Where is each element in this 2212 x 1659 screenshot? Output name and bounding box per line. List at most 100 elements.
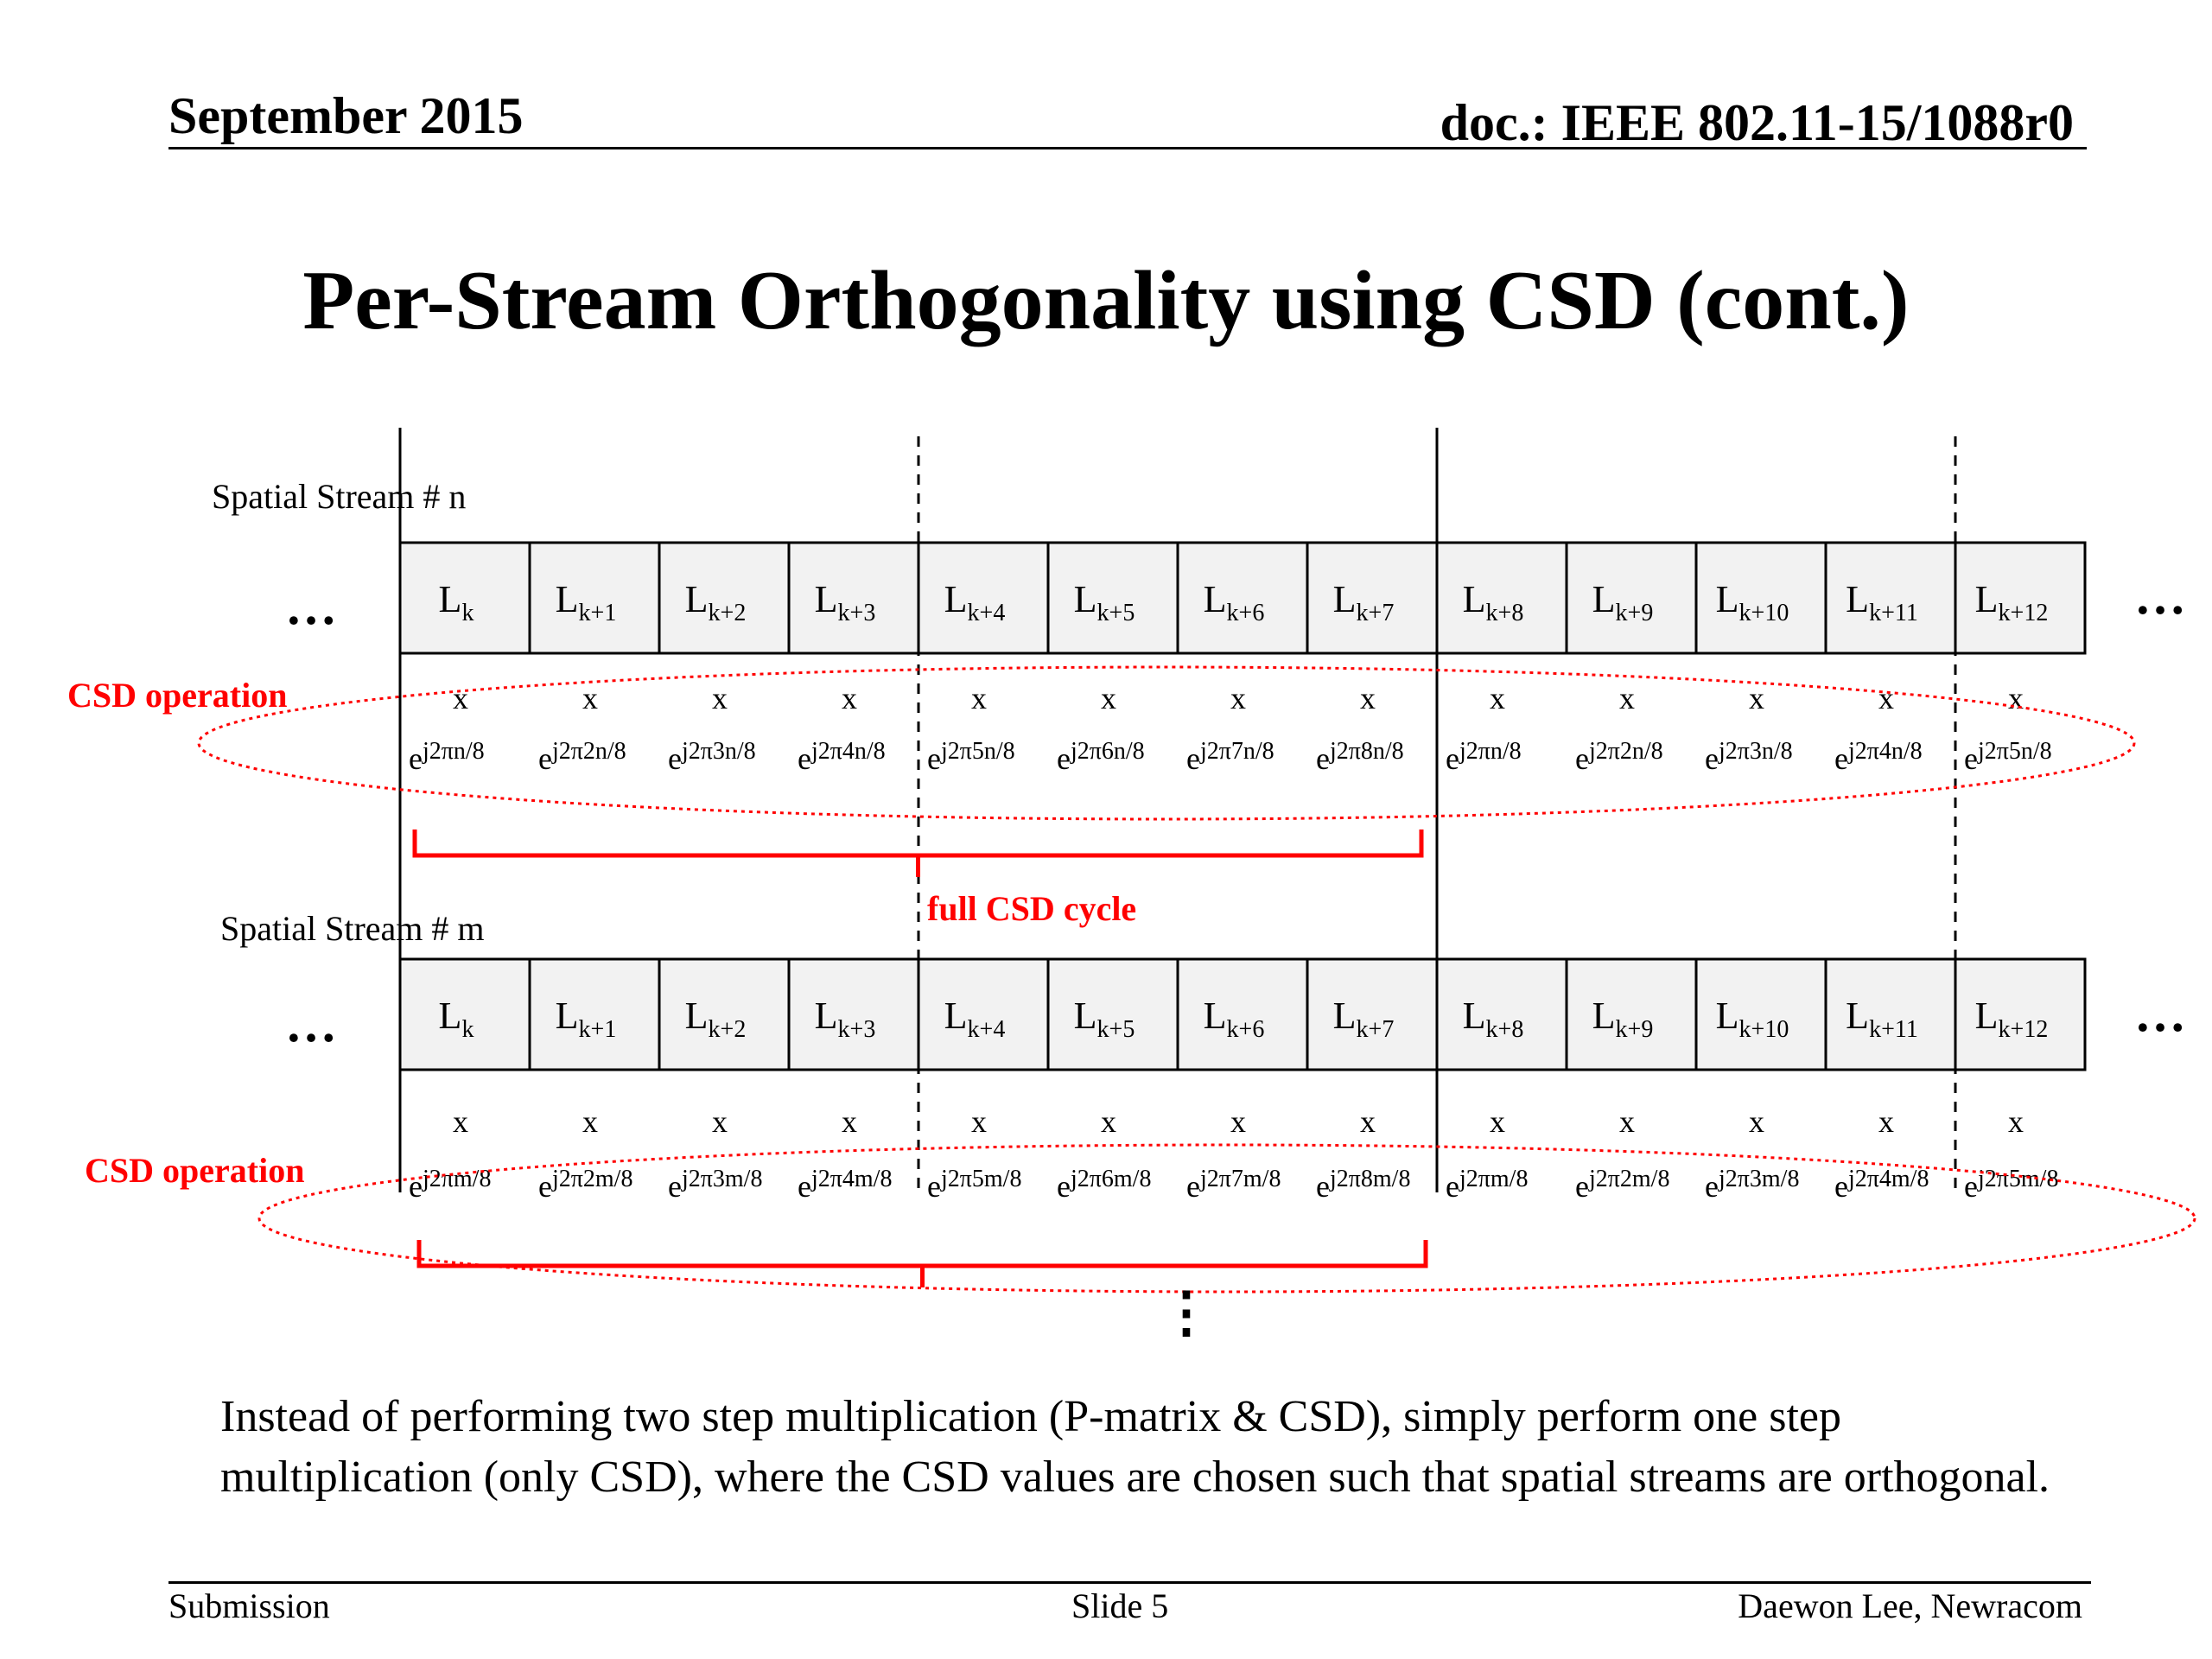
symbol-label: Lk+12 — [1975, 578, 2049, 626]
multiply-sign: x — [971, 681, 987, 715]
csd-phase-factor: ej2π6n/8 — [1057, 738, 1145, 776]
symbol-cell — [787, 541, 920, 655]
header-doc-id: doc.: IEEE 802.11-15/1088r0 — [1440, 94, 2074, 151]
symbol-cell — [1954, 957, 2087, 1071]
multiply-sign: x — [1490, 1104, 1505, 1139]
csd-phase-factor: ej2π3m/8 — [1705, 1166, 1799, 1204]
multiply-sign: x — [1360, 681, 1376, 715]
symbol-cell — [1694, 957, 1827, 1071]
symbol-label: Lk+7 — [1333, 995, 1395, 1043]
symbol-label: Lk+6 — [1204, 578, 1265, 626]
symbol-cell — [528, 541, 661, 655]
csd-phase-factor: ej2π8m/8 — [1316, 1166, 1410, 1204]
csd-phase-factor: ej2π3m/8 — [668, 1166, 762, 1204]
multiply-sign: x — [1101, 681, 1116, 715]
symbol-label: Lk+11 — [1846, 995, 1918, 1043]
multiply-sign: x — [453, 681, 468, 715]
csd-phase-factor: ej2π5n/8 — [927, 738, 1015, 776]
symbol-label: Lk+5 — [1074, 578, 1135, 626]
ellipsis-left: … — [285, 578, 337, 635]
symbol-cell — [1565, 541, 1698, 655]
multiply-sign: x — [1101, 1104, 1116, 1139]
symbol-cell — [1435, 541, 1568, 655]
csd-phase-factor: ej2π5m/8 — [1964, 1166, 2058, 1204]
symbol-cell — [658, 541, 791, 655]
footer-submission: Submission — [168, 1586, 330, 1625]
multiply-sign: x — [2008, 1104, 2024, 1139]
symbol-label: Lk+1 — [556, 995, 617, 1043]
slide-title: Per-Stream Orthogonality using CSD (cont… — [302, 254, 1910, 347]
symbol-cell — [787, 957, 920, 1071]
symbol-label: Lk+2 — [685, 995, 747, 1043]
symbol-label: Lk+8 — [1463, 578, 1524, 626]
csd-phase-factor: ej2π3n/8 — [668, 738, 756, 776]
multiply-sign: x — [1749, 1104, 1764, 1139]
vertical-ellipsis: ⋮ — [1159, 1281, 1214, 1343]
spatial-stream-m: Spatial Stream # m … … Lk Lk+1 Lk+2 Lk+3 Lk+4 Lk… — [85, 909, 2196, 1294]
symbol-cell — [1824, 541, 1957, 655]
csd-phase-factor: ej2π2m/8 — [1575, 1166, 1669, 1204]
symbol-label: Lk+4 — [944, 995, 1006, 1043]
stream-label: Spatial Stream # m — [220, 909, 485, 948]
multiply-sign: x — [1360, 1104, 1376, 1139]
csd-phase-factor: ej2π4n/8 — [1834, 738, 1923, 776]
csd-phase-factor: ej2π6m/8 — [1057, 1166, 1151, 1204]
symbol-label: Lk+8 — [1463, 995, 1524, 1043]
csd-phase-factor: ej2π2n/8 — [538, 738, 626, 776]
symbol-cell — [1046, 541, 1179, 655]
symbol-label: Lk+1 — [556, 578, 617, 626]
csd-operation-label: CSD operation — [67, 676, 287, 715]
symbol-cell — [1694, 541, 1827, 655]
multiply-sign: x — [582, 1104, 598, 1139]
footer-slide-number: Slide 5 — [1071, 1586, 1169, 1625]
multiply-sign: x — [1230, 681, 1246, 715]
symbol-cell — [658, 957, 791, 1071]
csd-operation-ellipse — [257, 1143, 2196, 1294]
symbol-cell — [1176, 957, 1309, 1071]
csd-phase-factor: ej2πm/8 — [1446, 1166, 1528, 1204]
symbol-cell — [917, 957, 1050, 1071]
symbol-label: Lk+3 — [815, 578, 876, 626]
symbol-label: Lk+10 — [1716, 995, 1789, 1043]
symbol-cell — [528, 957, 661, 1071]
csd-phase-factor: ej2π4m/8 — [1834, 1166, 1929, 1204]
symbol-label: Lk+5 — [1074, 995, 1135, 1043]
csd-phase-factor: ej2π8n/8 — [1316, 738, 1404, 776]
footer-author: Daewon Lee, Newracom — [1738, 1586, 2082, 1625]
ellipsis-right: … — [2134, 568, 2186, 625]
multiply-sign: x — [582, 681, 598, 715]
multiply-sign: x — [1749, 681, 1764, 715]
symbol-cell — [1306, 541, 1439, 655]
symbol-cell — [398, 541, 531, 655]
symbol-label: Lk+7 — [1333, 578, 1395, 626]
multiply-sign: x — [1878, 681, 1894, 715]
symbol-cell — [1306, 957, 1439, 1071]
symbol-label: Lk+3 — [815, 995, 876, 1043]
multiply-sign: x — [971, 1104, 987, 1139]
header-rule — [168, 147, 2087, 149]
csd-phase-factor: ej2πn/8 — [1446, 738, 1522, 776]
symbol-label: Lk+12 — [1975, 995, 2049, 1043]
csd-phase-factor: ej2π3n/8 — [1705, 738, 1793, 776]
csd-phase-factor: ej2πn/8 — [409, 738, 485, 776]
multiply-sign: x — [453, 1104, 468, 1139]
csd-phase-factor: ej2π5n/8 — [1964, 738, 2052, 776]
csd-phase-factor: ej2π2n/8 — [1575, 738, 1663, 776]
symbol-label: Lk+10 — [1716, 578, 1789, 626]
multiply-sign: x — [1490, 681, 1505, 715]
symbol-label: Lk+11 — [1846, 578, 1918, 626]
symbol-label: Lk — [439, 995, 474, 1043]
csd-phase-factor: ej2π2m/8 — [538, 1166, 632, 1204]
ellipsis-right: … — [2134, 985, 2186, 1042]
csd-phase-factor: ej2π4m/8 — [798, 1166, 892, 1204]
symbol-label: Lk — [439, 578, 474, 626]
symbol-cell — [1176, 541, 1309, 655]
csd-phase-factor: ej2π7n/8 — [1186, 738, 1274, 776]
multiply-sign: x — [842, 681, 857, 715]
symbol-label: Lk+9 — [1592, 995, 1654, 1043]
stream-label: Spatial Stream # n — [212, 477, 466, 516]
multiply-sign: x — [1619, 681, 1635, 715]
spatial-stream-n: Spatial Stream # n … … Lk Lk+1 Lk+2 Lk+3 Lk+4 Lk… — [67, 477, 2186, 877]
ellipsis-left: … — [285, 995, 337, 1052]
